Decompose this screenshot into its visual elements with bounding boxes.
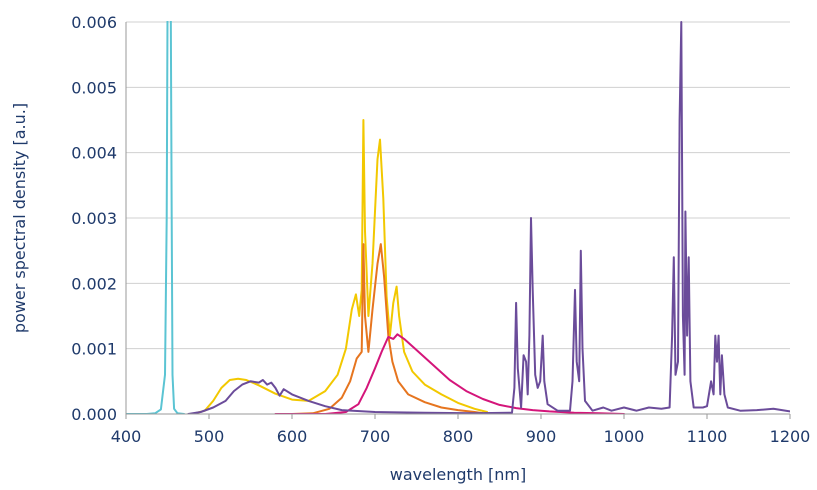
x-tick-label: 1100 bbox=[687, 427, 728, 446]
x-tick-label: 800 bbox=[443, 427, 474, 446]
x-tick-label: 900 bbox=[526, 427, 557, 446]
y-tick-label: 0.004 bbox=[71, 144, 117, 163]
y-tick-label: 0.000 bbox=[71, 405, 117, 424]
x-axis-title: wavelength [nm] bbox=[390, 465, 527, 484]
series-line-5 bbox=[187, 21, 790, 414]
gridlines bbox=[126, 21, 790, 350]
series-line-1 bbox=[126, 21, 186, 414]
series-line-3 bbox=[291, 243, 484, 414]
y-tick-label: 0.006 bbox=[71, 13, 117, 32]
y-tick-label: 0.005 bbox=[71, 78, 117, 97]
series-group bbox=[126, 21, 790, 414]
series-line-4 bbox=[274, 333, 625, 414]
axes bbox=[125, 22, 791, 419]
x-tick-label: 400 bbox=[111, 427, 142, 446]
tick-labels: 0.000 0.001 0.002 0.003 0.004 0.005 0.006 400 50… bbox=[71, 13, 810, 446]
x-tick-label: 1000 bbox=[604, 427, 645, 446]
y-tick-label: 0.002 bbox=[71, 274, 117, 293]
series-line-2 bbox=[191, 119, 488, 414]
x-tick-label: 700 bbox=[360, 427, 391, 446]
y-axis-title: power spectral density [a.u.] bbox=[10, 103, 29, 333]
y-tick-label: 0.001 bbox=[71, 340, 117, 359]
x-tick-label: 1200 bbox=[770, 427, 811, 446]
x-tick-label: 600 bbox=[277, 427, 308, 446]
y-tick-label: 0.003 bbox=[71, 209, 117, 228]
x-tick-label: 500 bbox=[194, 427, 225, 446]
